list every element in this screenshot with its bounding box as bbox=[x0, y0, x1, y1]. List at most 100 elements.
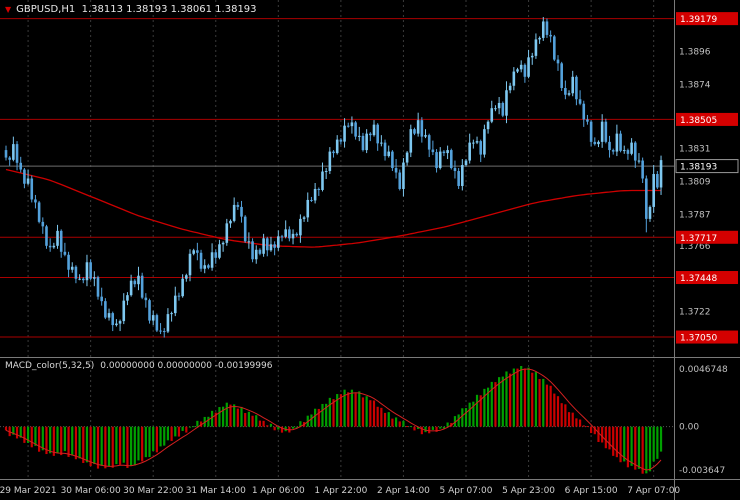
macd-bar bbox=[383, 412, 387, 427]
macd-name: MACD_color(5,32,5) bbox=[5, 361, 95, 371]
candle bbox=[416, 120, 420, 134]
x-axis-label: 1 Apr 22:00 bbox=[314, 486, 367, 496]
macd-bar bbox=[512, 368, 515, 427]
time-axis[interactable] bbox=[0, 480, 740, 500]
candle bbox=[435, 152, 438, 169]
macd-bar bbox=[347, 392, 350, 427]
candle bbox=[144, 297, 148, 301]
candle bbox=[185, 275, 188, 279]
macd-bar bbox=[615, 426, 618, 458]
macd-bar bbox=[325, 403, 328, 427]
macd-bar bbox=[19, 426, 22, 438]
candle bbox=[262, 238, 265, 254]
macd-bar bbox=[571, 412, 574, 427]
macd-bar bbox=[181, 426, 184, 431]
candle bbox=[236, 204, 240, 207]
level-badge-label: 1.39179 bbox=[680, 15, 717, 25]
macd-bar bbox=[626, 426, 630, 468]
level-badge bbox=[676, 230, 738, 244]
candle bbox=[597, 141, 600, 145]
candle bbox=[115, 323, 118, 326]
macd-bar bbox=[15, 426, 19, 439]
candle bbox=[254, 249, 258, 260]
macd-bar bbox=[188, 426, 192, 428]
candle bbox=[199, 252, 203, 269]
x-axis-label: 1 Apr 06:00 bbox=[252, 486, 305, 496]
macd-bar bbox=[567, 412, 571, 427]
macd-bar bbox=[560, 403, 563, 427]
candle bbox=[339, 139, 343, 142]
macd-bar bbox=[314, 408, 317, 427]
candle bbox=[78, 278, 81, 280]
macd-bar bbox=[291, 426, 295, 429]
candle bbox=[70, 266, 74, 270]
candle bbox=[387, 151, 391, 157]
level-badge bbox=[676, 330, 738, 344]
x-axis-label: 31 Mar 14:00 bbox=[186, 486, 246, 496]
candle bbox=[100, 296, 103, 302]
macd-bar bbox=[310, 414, 313, 427]
candle bbox=[56, 230, 59, 246]
macd-bar bbox=[446, 422, 449, 427]
macd-bar bbox=[262, 420, 265, 427]
candle bbox=[104, 301, 107, 318]
candle bbox=[523, 64, 527, 77]
macd-indicator-label: MACD_color(5,32,5) 0.00000000 0.00000000… bbox=[5, 361, 272, 371]
macd-bar bbox=[391, 418, 394, 427]
macd-bar bbox=[45, 426, 48, 455]
candle bbox=[52, 245, 56, 248]
candle bbox=[37, 202, 41, 222]
level-badge-label: 1.37448 bbox=[680, 274, 717, 284]
candle bbox=[210, 252, 214, 268]
candle bbox=[166, 314, 170, 332]
price-axis[interactable] bbox=[675, 0, 740, 479]
macd-bar bbox=[166, 426, 170, 441]
candle bbox=[207, 265, 210, 268]
candle bbox=[527, 57, 530, 77]
candle bbox=[221, 242, 225, 245]
candle bbox=[170, 313, 173, 315]
macd-bar bbox=[486, 387, 490, 427]
chart-header: ▼ GBPUSD,H1 1.38113 1.38193 1.38061 1.38… bbox=[5, 4, 257, 15]
macd-bar bbox=[148, 426, 151, 458]
candle bbox=[604, 121, 608, 142]
candle bbox=[472, 142, 475, 144]
macd-bar bbox=[56, 426, 59, 454]
candle bbox=[67, 254, 70, 270]
macd-bar bbox=[343, 389, 346, 427]
candle bbox=[468, 142, 471, 161]
macd-bar bbox=[100, 426, 103, 466]
macd-bar bbox=[597, 426, 600, 442]
candle bbox=[111, 313, 115, 326]
candle bbox=[332, 151, 335, 154]
macd-bar bbox=[251, 415, 254, 427]
macd-bar bbox=[457, 414, 460, 427]
candle bbox=[516, 69, 519, 72]
candle bbox=[41, 221, 45, 227]
macd-bar bbox=[89, 426, 92, 467]
macd-bar bbox=[78, 426, 81, 459]
candle bbox=[541, 21, 545, 38]
macd-bar bbox=[107, 426, 111, 467]
macd-bar bbox=[483, 388, 486, 427]
x-axis-label: 29 Mar 2021 bbox=[0, 486, 57, 496]
level-badge-label: 1.37717 bbox=[680, 234, 717, 244]
candle bbox=[409, 129, 413, 153]
macd-bar bbox=[575, 418, 578, 427]
macd-bar bbox=[144, 426, 147, 458]
macd-bar bbox=[534, 371, 538, 427]
candle bbox=[277, 236, 280, 248]
macd-bar bbox=[115, 426, 118, 465]
macd-bar bbox=[608, 426, 611, 450]
symbol-marker-icon: ▼ bbox=[5, 4, 12, 14]
candle bbox=[652, 174, 655, 207]
candle bbox=[258, 249, 262, 254]
candle bbox=[457, 171, 460, 186]
price-tick-label: 1.3722 bbox=[679, 308, 711, 318]
x-axis-label: 5 Apr 07:00 bbox=[440, 486, 493, 496]
candle bbox=[501, 102, 505, 116]
macd-bar bbox=[538, 379, 541, 427]
macd-bar bbox=[155, 426, 158, 453]
macd-bar bbox=[413, 426, 416, 431]
